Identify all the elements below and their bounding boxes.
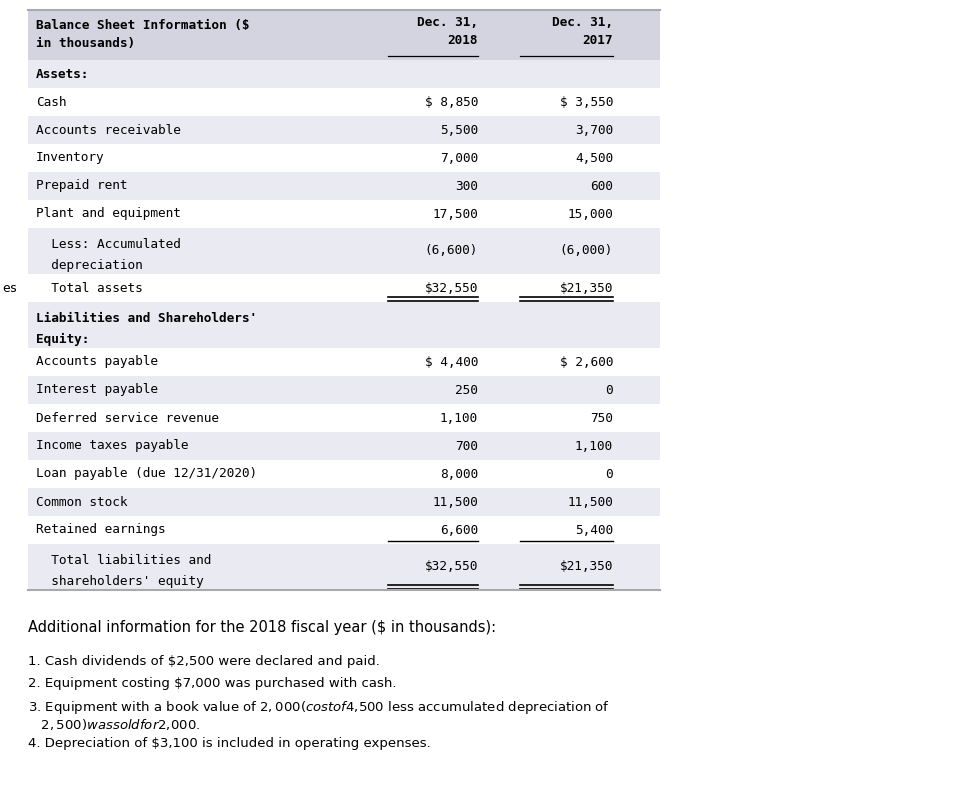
Text: Total liabilities and: Total liabilities and	[36, 554, 212, 567]
Text: 750: 750	[590, 411, 613, 425]
Text: Less: Accumulated: Less: Accumulated	[36, 238, 181, 251]
Text: 17,500: 17,500	[432, 207, 478, 221]
Text: 250: 250	[455, 383, 478, 397]
Text: Dec. 31,
2018: Dec. 31, 2018	[417, 16, 478, 47]
Bar	[28, 460, 660, 488]
Text: Dec. 31,
2017: Dec. 31, 2017	[552, 16, 613, 47]
Text: shareholders' equity: shareholders' equity	[36, 575, 204, 588]
Bar	[28, 376, 660, 404]
Bar	[28, 432, 660, 460]
Text: $21,350: $21,350	[559, 282, 613, 294]
Text: $32,550: $32,550	[425, 282, 478, 294]
Bar	[28, 60, 660, 88]
Bar	[28, 544, 660, 590]
Text: Interest payable: Interest payable	[36, 383, 158, 397]
Text: $21,350: $21,350	[559, 561, 613, 574]
Bar	[28, 348, 660, 376]
Text: Assets:: Assets:	[36, 67, 90, 81]
Text: 300: 300	[455, 179, 478, 193]
Text: Cash: Cash	[36, 95, 66, 109]
Text: 0: 0	[605, 467, 613, 481]
Bar	[28, 274, 660, 302]
Text: 5,400: 5,400	[575, 523, 613, 537]
Text: 5,500: 5,500	[440, 123, 478, 137]
Bar	[28, 302, 660, 348]
Text: 15,000: 15,000	[567, 207, 613, 221]
Text: Income taxes payable: Income taxes payable	[36, 439, 188, 453]
Text: Balance Sheet Information ($
in thousands): Balance Sheet Information ($ in thousand…	[36, 19, 250, 50]
Bar	[28, 200, 660, 228]
Bar	[28, 516, 660, 544]
Text: $ 8,850: $ 8,850	[425, 95, 478, 109]
Bar	[28, 172, 660, 200]
Text: $ 3,550: $ 3,550	[559, 95, 613, 109]
Text: (6,600): (6,600)	[425, 245, 478, 258]
Text: 4. Depreciation of $3,100 is included in operating expenses.: 4. Depreciation of $3,100 is included in…	[28, 737, 430, 750]
Text: Equity:: Equity:	[36, 333, 90, 346]
Text: 4,500: 4,500	[575, 151, 613, 165]
Text: $ 4,400: $ 4,400	[425, 355, 478, 369]
Text: 7,000: 7,000	[440, 151, 478, 165]
Text: 11,500: 11,500	[432, 495, 478, 509]
Text: Inventory: Inventory	[36, 151, 104, 165]
Text: es: es	[2, 282, 18, 294]
Text: 700: 700	[455, 439, 478, 453]
Text: Common stock: Common stock	[36, 495, 128, 509]
Text: $2,500) was sold for $2,000.: $2,500) was sold for $2,000.	[28, 717, 200, 732]
Text: Retained earnings: Retained earnings	[36, 523, 166, 537]
Text: 11,500: 11,500	[567, 495, 613, 509]
Text: Loan payable (due 12/31/2020): Loan payable (due 12/31/2020)	[36, 467, 257, 481]
Text: 6,600: 6,600	[440, 523, 478, 537]
Text: $ 2,600: $ 2,600	[559, 355, 613, 369]
Bar	[28, 10, 660, 60]
Text: depreciation: depreciation	[36, 259, 142, 272]
Text: Additional information for the 2018 fiscal year ($ in thousands):: Additional information for the 2018 fisc…	[28, 620, 496, 635]
Text: Total assets: Total assets	[36, 282, 142, 294]
Text: 0: 0	[605, 383, 613, 397]
Bar	[28, 116, 660, 144]
Text: 600: 600	[590, 179, 613, 193]
Text: Accounts payable: Accounts payable	[36, 355, 158, 369]
Text: 1,100: 1,100	[440, 411, 478, 425]
Bar	[28, 144, 660, 172]
Bar	[28, 404, 660, 432]
Text: 2. Equipment costing $7,000 was purchased with cash.: 2. Equipment costing $7,000 was purchase…	[28, 677, 396, 690]
Bar	[28, 88, 660, 116]
Text: Liabilities and Shareholders': Liabilities and Shareholders'	[36, 312, 257, 325]
Bar	[28, 228, 660, 274]
Text: 3,700: 3,700	[575, 123, 613, 137]
Bar	[28, 488, 660, 516]
Text: $32,550: $32,550	[425, 561, 478, 574]
Text: (6,000): (6,000)	[559, 245, 613, 258]
Text: Deferred service revenue: Deferred service revenue	[36, 411, 219, 425]
Text: 8,000: 8,000	[440, 467, 478, 481]
Text: Plant and equipment: Plant and equipment	[36, 207, 181, 221]
Text: Accounts receivable: Accounts receivable	[36, 123, 181, 137]
Text: Prepaid rent: Prepaid rent	[36, 179, 128, 193]
Text: 1,100: 1,100	[575, 439, 613, 453]
Text: 3. Equipment with a book value of $2,000 (cost of $4,500 less accumulated deprec: 3. Equipment with a book value of $2,000…	[28, 699, 610, 716]
Text: 1. Cash dividends of $2,500 were declared and paid.: 1. Cash dividends of $2,500 were declare…	[28, 655, 380, 668]
